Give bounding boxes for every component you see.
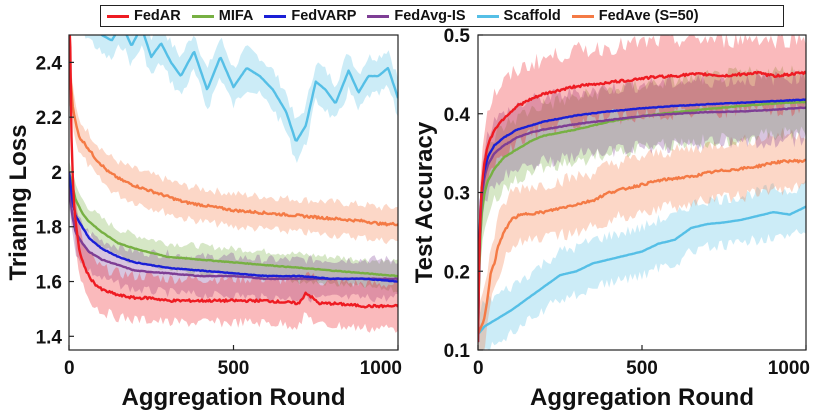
x-tick-label: 1000: [768, 358, 810, 379]
band-fedar: [69, 35, 398, 333]
legend: FedAR MIFA FedVARP FedAvg-IS Scaffold Fe…: [100, 5, 784, 27]
band-fedavg-is: [478, 69, 806, 350]
x-axis-label: Aggregation Round: [530, 384, 754, 411]
legend-item-fedar: FedAR: [107, 8, 181, 24]
series-line-fedar: [478, 70, 806, 343]
x-tick-label: 0: [64, 358, 75, 379]
chart-loss: 0 500 1000 1.4 1.6 1.8 2 2.2 2.4 Aggregation Roun…: [5, 34, 402, 411]
series-line-fedave-s-50-: [478, 158, 806, 335]
series-line-scaffold: [478, 205, 806, 336]
legend-swatch-mifa: [191, 14, 214, 18]
band-fedave-s-50-: [478, 127, 806, 350]
y-tick-label: 1.8: [36, 218, 62, 239]
x-axis-label: Aggregation Round: [122, 384, 346, 411]
series-line-fedavg-is: [478, 106, 806, 319]
y-tick-label: 0.3: [444, 184, 470, 205]
legend-label: Scaffold: [503, 8, 561, 24]
x-tick-label: 500: [626, 358, 658, 379]
y-tick-label: 0.2: [444, 262, 470, 283]
legend-swatch-fedvarp: [264, 14, 287, 18]
legend-item-fedave: FedAve (S=50): [571, 8, 699, 24]
series-line-fedvarp: [69, 171, 398, 283]
band-mifa: [478, 65, 806, 350]
x-tick-label: 1000: [360, 358, 402, 379]
chart-acc: 0 500 1000 0.1 0.2 0.3 0.4 0.5 Aggregation Round…: [411, 26, 810, 411]
legend-swatch-fedavg-is: [367, 14, 390, 18]
legend-item-scaffold: Scaffold: [476, 8, 561, 24]
legend-label: FedAR: [134, 8, 181, 24]
y-tick-label: 2.4: [36, 53, 63, 74]
band-scaffold: [84, 35, 398, 163]
band-mifa: [69, 160, 398, 293]
series-line-scaffold: [100, 35, 398, 142]
y-tick-label: 0.4: [444, 105, 471, 126]
legend-item-fedvarp: FedVARP: [264, 8, 356, 24]
series-line-fedave-s-50-: [69, 75, 398, 227]
band-fedave-s-50-: [69, 71, 398, 245]
legend-label: FedVARP: [291, 8, 357, 24]
plot-area-loss: [69, 35, 398, 333]
y-axis-label: Test Accuracy: [411, 121, 438, 283]
legend-item-fedavg-is: FedAvg-IS: [367, 8, 466, 24]
y-tick-label: 1.4: [36, 327, 63, 348]
legend-label: MIFA: [218, 8, 254, 24]
series-line-fedvarp: [478, 98, 806, 343]
band-fedar: [478, 35, 806, 350]
plot-area-acc: [478, 35, 806, 350]
legend-swatch-fedave: [571, 14, 594, 18]
legend-swatch-fedar: [107, 14, 129, 18]
y-tick-label: 0.1: [444, 341, 471, 362]
y-tick-label: 2.2: [36, 108, 62, 129]
series-line-mifa: [69, 171, 398, 278]
y-tick-label: 1.6: [36, 273, 62, 294]
x-tick-label: 0: [473, 358, 484, 379]
legend-label: FedAvg-IS: [394, 8, 466, 24]
legend-swatch-scaffold: [476, 14, 499, 18]
legend-item-mifa: MIFA: [191, 8, 254, 24]
x-tick-label: 500: [218, 358, 250, 379]
y-tick-label: 0.5: [444, 26, 471, 47]
series-line-fedar: [69, 35, 398, 309]
legend-label: FedAve (S=50): [598, 8, 699, 24]
y-tick-label: 2: [51, 163, 62, 184]
y-axis-label: Trianing Loss: [5, 124, 32, 280]
